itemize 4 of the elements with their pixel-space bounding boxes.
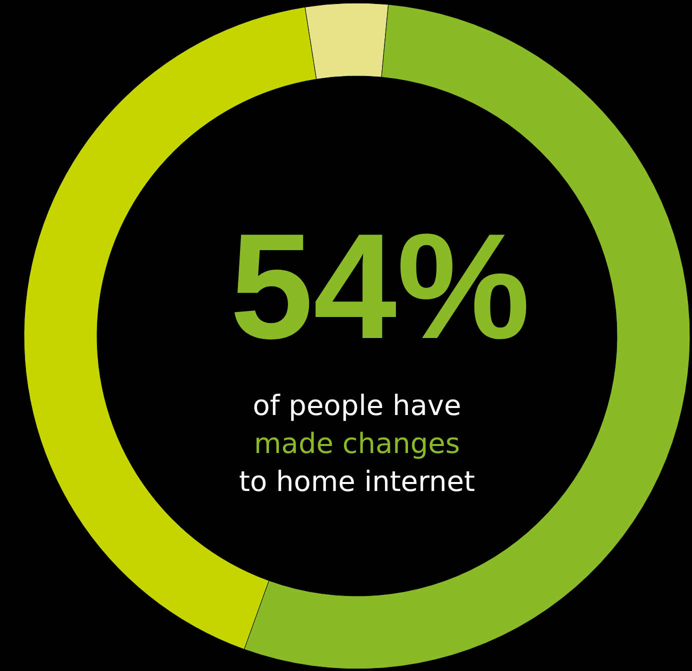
text: of people have xyxy=(252,389,462,422)
data-label: 54% xyxy=(230,202,530,370)
text: to home internet xyxy=(239,465,476,498)
text: made changes xyxy=(254,427,460,460)
